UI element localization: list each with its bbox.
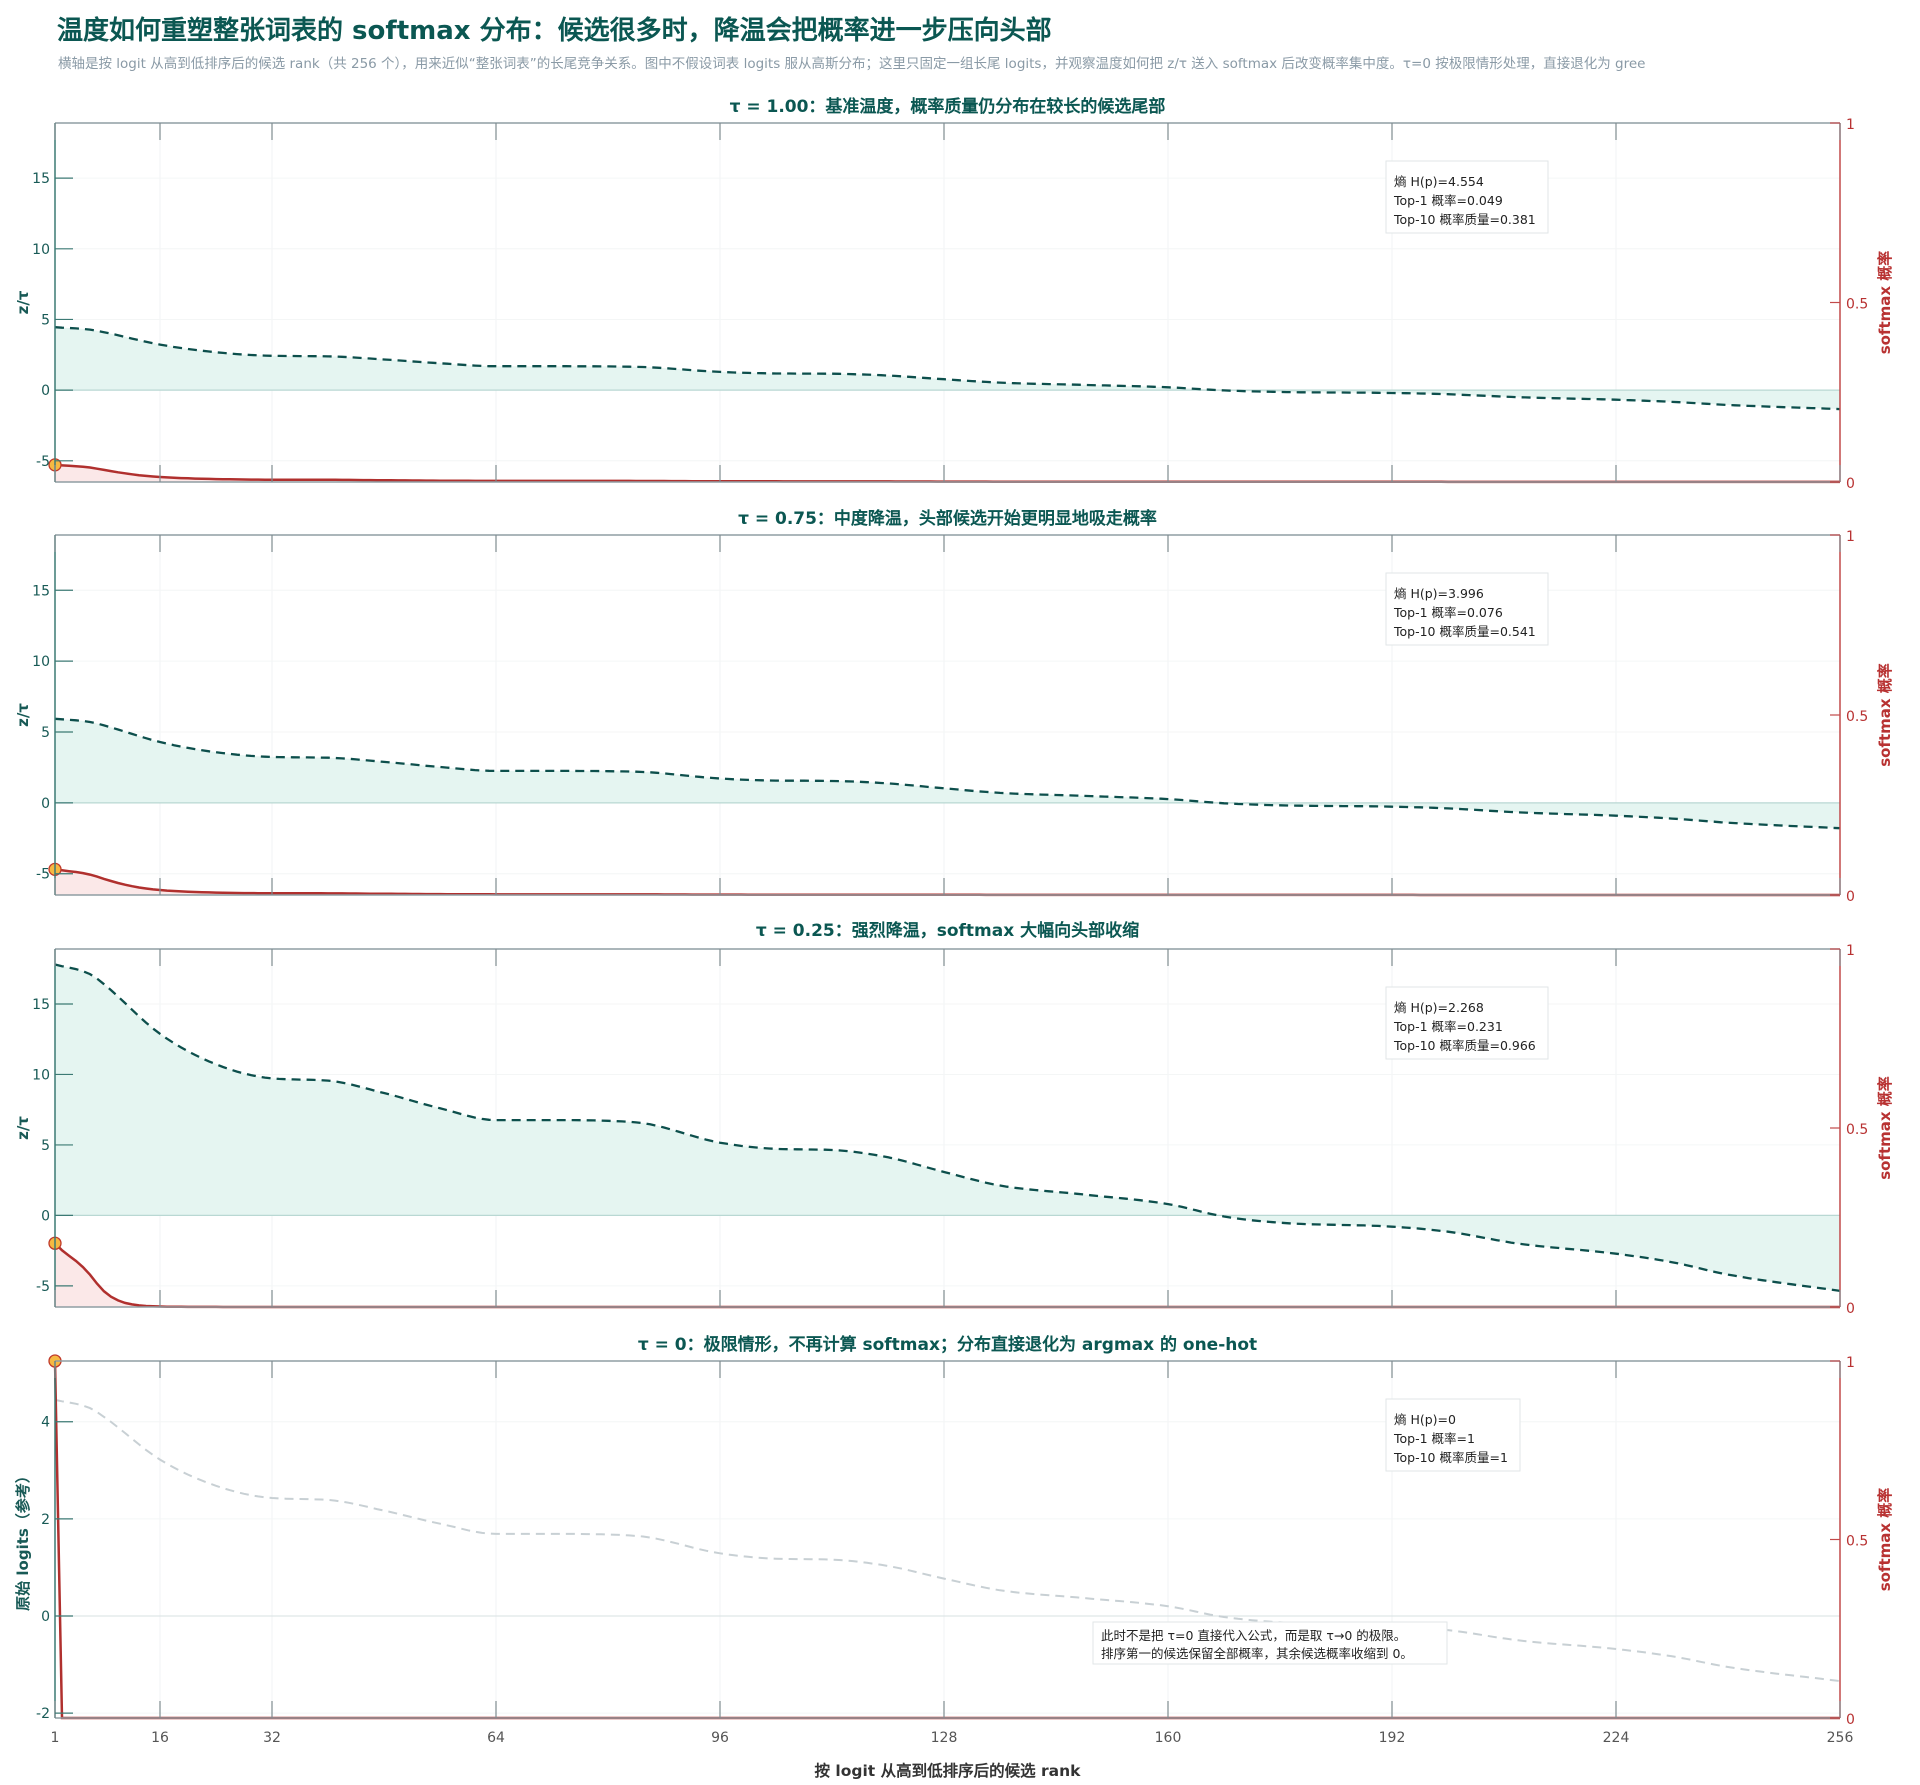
left-axis-label: z/τ bbox=[14, 1116, 32, 1140]
left-tick-label: -5 bbox=[36, 454, 50, 470]
right-tick-label: 1 bbox=[1846, 529, 1855, 545]
figure-title: 温度如何重塑整张词表的 softmax 分布：候选很多时，降温会把概率进一步压向… bbox=[57, 16, 1052, 46]
stats-line: Top-1 概率=1 bbox=[1393, 1431, 1475, 1446]
x-tick-label: 32 bbox=[263, 1730, 281, 1746]
softmax-area-fill bbox=[55, 869, 1840, 895]
logit-area-fill bbox=[55, 718, 1840, 829]
x-axis-label: 按 logit 从高到低排序后的候选 rank bbox=[815, 1761, 1082, 1780]
left-axis-label: z/τ bbox=[14, 703, 32, 727]
left-tick-label: 5 bbox=[41, 1138, 50, 1154]
panel-title: τ = 1.00：基准温度，概率质量仍分布在较长的候选尾部 bbox=[730, 96, 1166, 117]
stats-line: Top-10 概率质量=0.381 bbox=[1393, 212, 1536, 227]
stats-line: 熵 H(p)=0 bbox=[1394, 1412, 1456, 1427]
x-tick-label: 224 bbox=[1603, 1730, 1630, 1746]
stats-line: Top-1 概率=0.049 bbox=[1393, 193, 1503, 208]
right-tick-label: 0 bbox=[1846, 889, 1855, 905]
right-tick-label: 0.5 bbox=[1846, 297, 1868, 313]
left-tick-label: -5 bbox=[36, 1279, 50, 1295]
note-box bbox=[1092, 1621, 1448, 1665]
left-tick-label: 2 bbox=[41, 1512, 50, 1528]
left-tick-label: 10 bbox=[32, 1067, 50, 1083]
softmax-probability-line bbox=[53, 1360, 1840, 1720]
stats-line: 熵 H(p)=3.996 bbox=[1394, 586, 1484, 601]
stats-line: Top-1 概率=0.231 bbox=[1393, 1019, 1503, 1034]
stats-box bbox=[1385, 160, 1549, 234]
stats-line: Top-10 概率质量=0.541 bbox=[1393, 624, 1536, 639]
logit-area-fill bbox=[55, 327, 1840, 410]
stats-box bbox=[1385, 1398, 1521, 1472]
stats-line: Top-10 概率质量=1 bbox=[1393, 1450, 1508, 1465]
left-tick-label: 5 bbox=[41, 725, 50, 741]
x-tick-label: 1 bbox=[51, 1730, 60, 1746]
panel-title: τ = 0：极限情形，不再计算 softmax；分布直接退化为 argmax 的… bbox=[638, 1334, 1257, 1355]
right-tick-label: 0 bbox=[1846, 1301, 1855, 1317]
scaled-logit-line bbox=[54, 963, 1841, 1293]
left-axis-label: 原始 logits（参考） bbox=[14, 1468, 32, 1611]
stats-box bbox=[1385, 986, 1549, 1060]
softmax-area-fill bbox=[55, 1243, 1840, 1307]
left-tick-label: 0 bbox=[41, 1609, 50, 1625]
left-tick-label: 0 bbox=[41, 1208, 50, 1224]
softmax-probability-line bbox=[54, 463, 1840, 484]
left-tick-label: 10 bbox=[32, 242, 50, 258]
right-tick-label: 0 bbox=[1846, 1712, 1855, 1728]
softmax-probability-line bbox=[54, 868, 1840, 897]
stats-box bbox=[1385, 572, 1549, 646]
right-axis-label: softmax 概率 bbox=[1876, 251, 1894, 355]
x-tick-label: 128 bbox=[931, 1730, 958, 1746]
stats-line: Top-1 概率=0.076 bbox=[1393, 605, 1503, 620]
stats-line: Top-10 概率质量=0.966 bbox=[1393, 1038, 1536, 1053]
right-tick-label: 0.5 bbox=[1846, 1534, 1868, 1550]
right-tick-label: 0.5 bbox=[1846, 1122, 1868, 1138]
right-tick-label: 0.5 bbox=[1846, 709, 1868, 725]
x-tick-label: 64 bbox=[487, 1730, 505, 1746]
x-tick-label: 16 bbox=[151, 1730, 169, 1746]
right-tick-label: 1 bbox=[1846, 943, 1855, 959]
softmax-probability-line bbox=[54, 1242, 1840, 1309]
right-tick-label: 1 bbox=[1846, 117, 1855, 133]
note-line: 此时不是把 τ=0 直接代入公式，而是取 τ→0 的极限。 bbox=[1101, 1628, 1406, 1643]
x-tick-label: 192 bbox=[1379, 1730, 1406, 1746]
panel-title: τ = 0.75：中度降温，头部候选开始更明显地吸走概率 bbox=[738, 508, 1157, 529]
left-tick-label: -5 bbox=[36, 867, 50, 883]
figure-subtitle: 横轴是按 logit 从高到低排序后的候选 rank（共 256 个），用来近似… bbox=[58, 56, 1646, 72]
reference-logit-line bbox=[54, 1398, 1841, 1683]
x-tick-label: 160 bbox=[1155, 1730, 1182, 1746]
left-tick-label: 10 bbox=[32, 654, 50, 670]
right-tick-label: 1 bbox=[1846, 1355, 1855, 1371]
left-tick-label: -2 bbox=[36, 1706, 50, 1722]
scaled-logit-line bbox=[54, 326, 1841, 411]
left-tick-label: 4 bbox=[41, 1415, 50, 1431]
right-tick-label: 0 bbox=[1846, 476, 1855, 492]
left-tick-label: 15 bbox=[32, 171, 50, 187]
right-axis-label: softmax 概率 bbox=[1876, 1488, 1894, 1592]
left-tick-label: 0 bbox=[41, 383, 50, 399]
scaled-logit-line bbox=[54, 717, 1841, 830]
left-tick-label: 15 bbox=[32, 583, 50, 599]
right-axis-label: softmax 概率 bbox=[1876, 1076, 1894, 1180]
x-tick-label: 256 bbox=[1827, 1730, 1854, 1746]
stats-line: 熵 H(p)=4.554 bbox=[1394, 174, 1484, 189]
left-tick-label: 0 bbox=[41, 796, 50, 812]
note-line: 排序第一的候选保留全部概率，其余候选概率收缩到 0。 bbox=[1101, 1646, 1413, 1661]
stats-line: 熵 H(p)=2.268 bbox=[1394, 1000, 1484, 1015]
right-axis-label: softmax 概率 bbox=[1876, 663, 1894, 767]
x-tick-label: 96 bbox=[711, 1730, 729, 1746]
left-tick-label: 5 bbox=[41, 312, 50, 328]
panel-title: τ = 0.25：强烈降温，softmax 大幅向头部收缩 bbox=[756, 920, 1139, 941]
left-axis-label: z/τ bbox=[14, 290, 32, 314]
left-tick-label: 15 bbox=[32, 997, 50, 1013]
logit-area-fill bbox=[55, 964, 1840, 1291]
